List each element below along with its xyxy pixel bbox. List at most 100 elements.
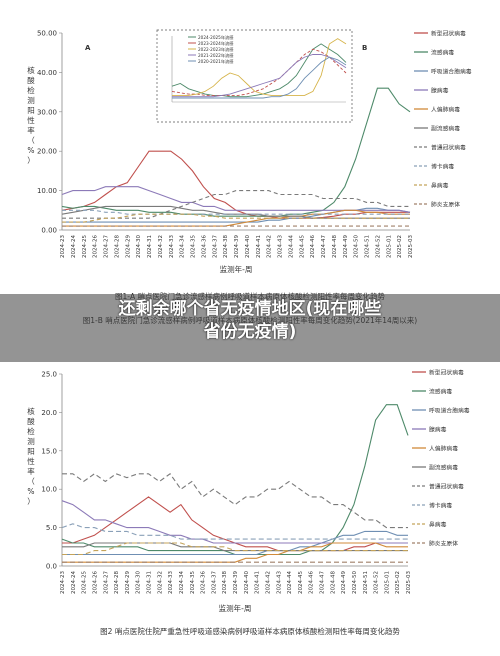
legend-entry: 副流感病毒: [431, 125, 460, 133]
x-tick-label: 2025-02: [397, 235, 403, 258]
x-tick-label: 2024-26: [92, 571, 98, 594]
x-tick-label: 2024-46: [310, 235, 316, 258]
y-tick-label: 20.00: [37, 148, 57, 156]
x-tick-label: 2024-39: [233, 571, 239, 594]
x-tick-label: 2024-45: [298, 571, 304, 594]
y-tick-label: 50.00: [37, 30, 57, 38]
inset-series-line-5: [172, 56, 347, 99]
y-axis-title-char: 核: [27, 406, 35, 416]
x-tick-label: 2024-37: [212, 235, 218, 258]
banner-title: 还剩余哪个省无疫情地区(现在哪些 省份无疫情): [0, 298, 500, 344]
x-tick-label: 2024-48: [332, 235, 338, 258]
x-tick-label: 2024-36: [201, 235, 207, 258]
legend-entry: 新型冠状病毒: [431, 30, 466, 38]
x-tick-label: 2024-28: [114, 571, 120, 594]
series-line-9: [62, 213, 410, 223]
legend-entry: 人偏肺病毒: [431, 106, 460, 114]
x-tick-label: 2024-49: [341, 571, 347, 594]
y-tick-label: 10.00: [37, 187, 57, 195]
x-tick-label: 2024-30: [136, 235, 142, 258]
panel-label-a: A: [85, 44, 91, 52]
x-tick-label: 2024-32: [157, 571, 163, 594]
x-tick-label: 2024-24: [71, 235, 77, 258]
inset-legend-entry: 2021-2022年流感: [198, 52, 233, 59]
y-tick-label: 10.0: [41, 486, 57, 494]
x-tick-label: 2024-27: [104, 235, 110, 258]
x-tick-label: 2024-38: [222, 571, 228, 594]
y-axis-title-char: 阳: [27, 106, 35, 115]
y-axis-title-char: 检: [27, 85, 35, 95]
x-tick-label: 2024-30: [136, 571, 142, 594]
banner-line-2: 省份无疫情): [203, 322, 297, 342]
x-tick-label: 2024-26: [93, 235, 99, 258]
inset-series-line-3: [172, 38, 347, 96]
inset-legend-entry: 2022-2023年流感: [198, 46, 233, 53]
x-axis-title: 监测年-周: [219, 603, 252, 613]
banner-line-1: 还剩余哪个省无疫情地区(现在哪些: [118, 299, 382, 319]
series-line-8: [61, 523, 408, 540]
x-tick-label: 2024-31: [147, 571, 153, 594]
legend-entry: 流感病毒: [429, 388, 452, 396]
legend-entry: 博卡病毒: [431, 163, 454, 171]
x-tick-label: 2025-02: [395, 571, 401, 594]
x-tick-label: 2024-28: [114, 235, 120, 258]
x-tick-label: 2024-42: [265, 571, 271, 594]
y-axis-title-char: 性: [27, 456, 35, 466]
x-tick-label: 2024-24: [71, 571, 77, 594]
legend-entry: 腺病毒: [429, 426, 447, 434]
x-tick-label: 2025-01: [386, 235, 392, 258]
title-banner: [0, 294, 500, 362]
y-tick-label: 0.00: [41, 227, 57, 235]
x-tick-label: 2024-23: [60, 235, 66, 258]
y-tick-label: 25.0: [41, 371, 57, 379]
inset-legend-entry: 2023-2024年流感: [198, 40, 233, 47]
chart-title: 图2 哨点医院住院严重急性呼吸道感染病例呼吸道样本病原体核酸检测阳性率每周变化趋…: [100, 626, 400, 636]
series-line-7: [62, 473, 408, 529]
x-tick-label: 2024-44: [287, 571, 293, 594]
legend-entry: 呼吸道合胞病毒: [429, 407, 470, 415]
y-tick-label: 40.00: [37, 69, 57, 77]
x-tick-label: 2024-34: [180, 235, 186, 258]
panel-label-b: B: [362, 44, 367, 52]
legend-entry: 普通冠状病毒: [431, 144, 466, 152]
x-tick-label: 2024-31: [147, 235, 153, 258]
legend-entry: 鼻病毒: [429, 521, 447, 529]
x-tick-label: 2024-46: [309, 571, 315, 594]
x-tick-label: 2024-29: [125, 235, 131, 258]
legend-entry: 副流感病毒: [429, 464, 458, 472]
legend-entry: 腺病毒: [431, 87, 449, 95]
y-axis-title-char: （: [27, 136, 35, 145]
y-axis-title-char: 性: [27, 115, 35, 125]
x-tick-label: 2024-41: [256, 235, 262, 258]
series-line-6: [61, 205, 410, 219]
y-axis-title-char: 测: [27, 96, 35, 105]
series-line-7: [62, 190, 410, 219]
x-tick-label: 2024-52: [375, 235, 381, 258]
x-tick-label: 2024-40: [244, 571, 250, 594]
y-axis-title-char: 测: [27, 437, 35, 446]
legend-entry: 博卡病毒: [429, 502, 452, 510]
series-line-8: [62, 209, 410, 215]
y-axis-title-char: 率: [27, 125, 35, 135]
legend-entry: 呼吸道合胞病毒: [431, 68, 472, 76]
x-tick-label: 2025-01: [384, 571, 390, 594]
x-tick-label: 2024-51: [365, 235, 371, 258]
x-tick-label: 2024-33: [169, 235, 175, 258]
x-tick-label: 2024-27: [103, 571, 109, 594]
x-tick-label: 2024-50: [354, 235, 360, 258]
y-tick-label: 0.0: [46, 563, 57, 571]
y-tick-label: 30.00: [37, 108, 57, 116]
y-axis-title-char: %: [27, 487, 34, 496]
x-tick-label: 2024-37: [211, 571, 217, 594]
x-tick-label: 2024-38: [223, 235, 229, 258]
x-tick-label: 2024-35: [191, 235, 197, 258]
x-tick-label: 2024-40: [245, 235, 251, 258]
x-tick-label: 2024-25: [82, 235, 88, 258]
legend-entry: 人偏肺病毒: [429, 445, 458, 453]
x-tick-label: 2024-41: [255, 571, 261, 594]
x-tick-label: 2024-43: [278, 235, 284, 258]
x-tick-label: 2025-03: [408, 235, 414, 258]
x-tick-label: 2024-47: [320, 571, 326, 594]
y-axis-title-char: 核: [27, 65, 35, 75]
series-line-5: [62, 542, 408, 563]
